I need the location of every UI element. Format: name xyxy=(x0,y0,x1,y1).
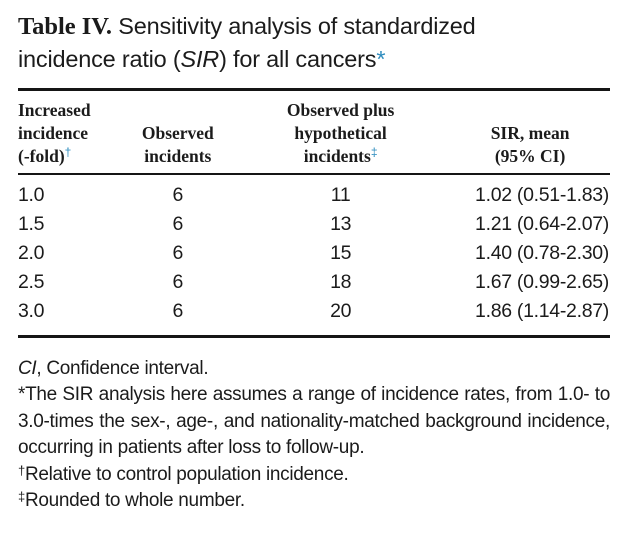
cell-hypothetical: 11 xyxy=(330,184,351,206)
sensitivity-analysis-table: Increased incidence (-fold)† Observed in… xyxy=(18,91,610,326)
cell-observed: 6 xyxy=(172,242,184,264)
col-header-observed-incidents: Observed incidents xyxy=(124,91,232,175)
table-row: 1.0 6 11 1.02 (0.51-1.83) xyxy=(18,174,610,210)
cell-sir: 1.40 (0.78-2.30) xyxy=(475,242,609,264)
header-line: SIR, mean xyxy=(490,123,570,143)
cell-hypothetical: 15 xyxy=(330,242,352,264)
table-title-line2: incidence ratio (SIR) for all cancers* xyxy=(18,43,610,75)
table-title-text: Sensitivity analysis of standardized xyxy=(111,13,476,39)
footnote-dagger: †Relative to control population incidenc… xyxy=(18,462,610,489)
col-header-sir-mean-ci: SIR, mean (95% CI) xyxy=(450,91,610,175)
cell-sir: 1.86 (1.14-2.87) xyxy=(475,300,609,322)
cell-observed: 6 xyxy=(172,213,184,235)
dagger-symbol: † xyxy=(64,145,72,159)
dagger-symbol: † xyxy=(18,462,25,478)
cell-sir: 1.02 (0.51-1.83) xyxy=(475,184,609,206)
footnote-asterisk: *The SIR analysis here assumes a range o… xyxy=(18,384,610,458)
table-row: 2.0 6 15 1.40 (0.78-2.30) xyxy=(18,239,610,268)
table-number-label: Table IV. xyxy=(18,13,112,40)
ci-abbreviation-text: , Confidence interval. xyxy=(36,357,209,379)
cell-hypothetical: 13 xyxy=(330,213,352,235)
table-row: 1.5 6 13 1.21 (0.64-2.07) xyxy=(18,210,610,239)
header-line: incidence xyxy=(18,123,88,143)
table-row: 3.0 6 20 1.86 (1.14-2.87) xyxy=(18,297,610,326)
header-line-text: (-fold) xyxy=(18,146,65,166)
header-line-text: incidents xyxy=(303,146,371,166)
cell-fold: 1.5 xyxy=(18,213,45,235)
table-bottom-rule xyxy=(18,334,610,338)
cell-observed: 6 xyxy=(172,300,184,322)
header-line: Increased xyxy=(18,100,91,120)
table-title: Table IV. Sensitivity analysis of standa… xyxy=(18,10,610,75)
dagger-note-text: Relative to control population incidence… xyxy=(24,463,349,485)
col-header-increased-incidence: Increased incidence (-fold)† xyxy=(18,91,125,175)
header-line: incidents xyxy=(144,146,212,166)
cell-sir: 1.67 (0.99-2.65) xyxy=(475,271,609,293)
header-line: hypothetical xyxy=(294,123,387,143)
cell-fold: 2.5 xyxy=(18,271,45,293)
sir-abbreviation: SIR xyxy=(180,46,220,72)
footnote-double-dagger: ‡Rounded to whole number. xyxy=(18,488,610,515)
ci-abbreviation: CI xyxy=(18,357,37,379)
table-top-rule xyxy=(18,88,610,91)
cell-fold: 2.0 xyxy=(18,242,45,264)
table-title-text: incidence ratio ( xyxy=(18,46,181,72)
table-title-line1: Table IV. Sensitivity analysis of standa… xyxy=(18,10,610,43)
cell-hypothetical: 20 xyxy=(330,300,352,322)
asterisk-footnote-marker: * xyxy=(376,46,386,72)
header-line: incidents‡ xyxy=(231,145,450,168)
cell-fold: 1.0 xyxy=(18,184,45,206)
cell-observed: 6 xyxy=(172,184,184,206)
cell-sir: 1.21 (0.64-2.07) xyxy=(475,213,609,235)
cell-fold: 3.0 xyxy=(18,300,45,322)
header-line: Observed plus xyxy=(286,100,395,120)
header-line: (95% CI) xyxy=(494,146,566,166)
table-title-text: ) for all cancers xyxy=(219,46,377,72)
double-dagger-note-text: Rounded to whole number. xyxy=(24,490,245,511)
table-row: 2.5 6 18 1.67 (0.99-2.65) xyxy=(18,268,610,297)
footnote-ci-abbreviation: CI, Confidence interval. xyxy=(18,356,610,383)
double-dagger-symbol: ‡ xyxy=(18,489,25,504)
double-dagger-symbol: ‡ xyxy=(370,145,378,159)
cell-hypothetical: 18 xyxy=(330,271,352,293)
table-header-row: Increased incidence (-fold)† Observed in… xyxy=(18,91,610,175)
col-header-observed-plus-hypothetical: Observed plus hypothetical incidents‡ xyxy=(231,91,451,175)
header-line: Observed xyxy=(141,123,214,143)
header-line: (-fold)† xyxy=(18,145,125,168)
cell-observed: 6 xyxy=(172,271,184,293)
footnotes: CI, Confidence interval. *The SIR analys… xyxy=(18,356,610,515)
